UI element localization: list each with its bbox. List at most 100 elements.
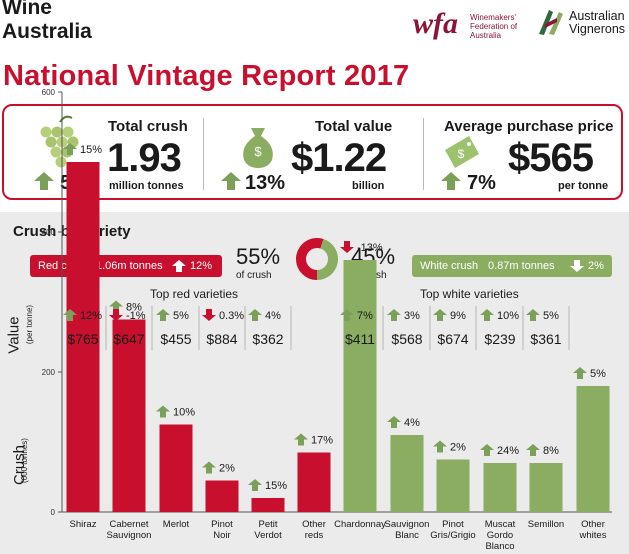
av-logo-icon [539,10,563,35]
value-change-label: 0.3% [219,310,244,322]
crush-change-label: 15% [80,144,102,156]
up-arrow-icon [433,309,447,321]
down-arrow-icon [570,260,584,272]
category-label: Cabernet [109,519,148,530]
down-arrow-icon [202,309,216,321]
value-per-tonne: $765 [67,331,98,347]
category-label: Sauvignon [385,519,430,530]
crush-change-label: 24% [497,445,519,457]
value-change-label: 4% [265,310,281,322]
up-arrow-icon [387,309,401,321]
crush-bar [576,386,610,512]
value-change-label: 3% [404,310,420,322]
kpi-divider [423,118,424,190]
up-arrow-icon [248,479,262,491]
kpi-divider [203,118,204,190]
up-arrow-icon [248,309,262,321]
value-per-tonne: $239 [484,331,515,347]
kpi-crush-value: 1.93 [107,136,182,180]
category-label: Gordo [487,530,513,541]
kpi-price-unit: per tonne [558,180,609,192]
category-label: Verdot [254,530,282,541]
kpi-price-change: 7% [467,172,496,194]
kpi-crush-unit: million tonnes [109,180,184,192]
up-arrow-icon [433,440,447,453]
crush-bar [436,459,470,512]
wfa-logo-text: Winemakers' Federation of Australia [470,13,517,40]
crush-bar [159,424,193,512]
kpi-value-value: $1.22 [291,136,387,180]
crush-bar [205,480,239,512]
crush-change-label: 4% [404,417,420,429]
crush-change-label: 8% [126,302,142,314]
donut-white-slice [317,239,338,280]
value-change-label: 5% [543,310,559,322]
down-arrow-icon [340,241,354,253]
crush-change-label: 5% [590,368,606,380]
category-label: Pinot [442,519,464,530]
red-share-sub: of crush [236,270,272,281]
white-crush-change: 2% [588,260,604,272]
value-change-label: 9% [450,310,466,322]
category-label: reds [305,530,324,541]
up-arrow-icon [526,444,540,456]
value-per-tonne: $455 [160,331,191,347]
category-label: Petit [258,519,277,530]
category-label: Blanco [485,541,514,552]
kpi-value-unit: billion [352,180,385,192]
crush-change-label: 8% [543,445,559,457]
up-arrow-icon [33,171,55,191]
y-tick-label: 200 [42,368,56,377]
crush-bar [297,452,331,512]
kpi-crush-label: Total crush [108,118,188,135]
kpi-price-label: Average purchase price [444,118,614,135]
value-change-label: 10% [497,310,519,322]
value-change-label: 5% [173,310,189,322]
crush-change-label: -13% [357,242,383,254]
brand-line-2: Australia [2,20,92,43]
category-label: Chardonnay [334,519,386,530]
av-logo-text: Australian Vignerons [569,10,625,36]
kpi-value-change: 13% [245,172,286,194]
up-arrow-icon [573,367,587,379]
brand-line-1: Wine [2,0,52,19]
value-per-tonne: $674 [437,331,468,347]
wfa-logo: wfa [413,7,458,40]
category-label: Other [581,519,605,530]
crush-change-label: 17% [311,435,333,447]
wfa-text-2: Federation of [470,22,518,31]
up-arrow-icon [440,171,462,191]
kpi-price-value: $565 [508,136,594,180]
category-label: Merlot [163,519,190,530]
crush-bar [483,463,517,512]
category-label: Noir [213,530,230,541]
value-change-label: 12% [80,310,102,322]
category-label: Gris/Grigio [430,530,475,541]
up-arrow-icon [294,433,308,446]
y-tick-label: 400 [42,228,56,237]
crush-change-label: 15% [265,480,287,492]
wfa-text-1: Winemakers' [470,13,516,22]
crush-change-label: 2% [219,463,235,475]
kpi-value-label: Total value [315,118,393,135]
value-per-tonne: $411 [345,331,375,347]
crush-change-label: 10% [173,407,195,419]
up-arrow-icon [526,309,540,321]
up-arrow-icon [480,309,494,321]
category-label: Semillon [528,519,564,530]
page-title: National Vintage Report 2017 [3,60,410,92]
crush-change-label: 2% [450,442,466,454]
y-tick-label: 0 [51,508,56,517]
value-change-label: 7% [357,310,373,322]
category-label: Blanc [395,530,419,541]
value-per-tonne: $361 [530,331,561,347]
category-label: Pinot [211,519,233,530]
white-crush-label: White crush [420,260,479,272]
value-per-tonne: $884 [206,331,237,347]
up-arrow-icon [172,260,186,272]
up-arrow-icon [202,461,216,474]
kpi-panel [2,104,623,200]
red-crush-change: 12% [190,260,213,272]
category-label: Other [302,519,326,530]
brand-wordmark: Wine Australia [2,0,92,44]
